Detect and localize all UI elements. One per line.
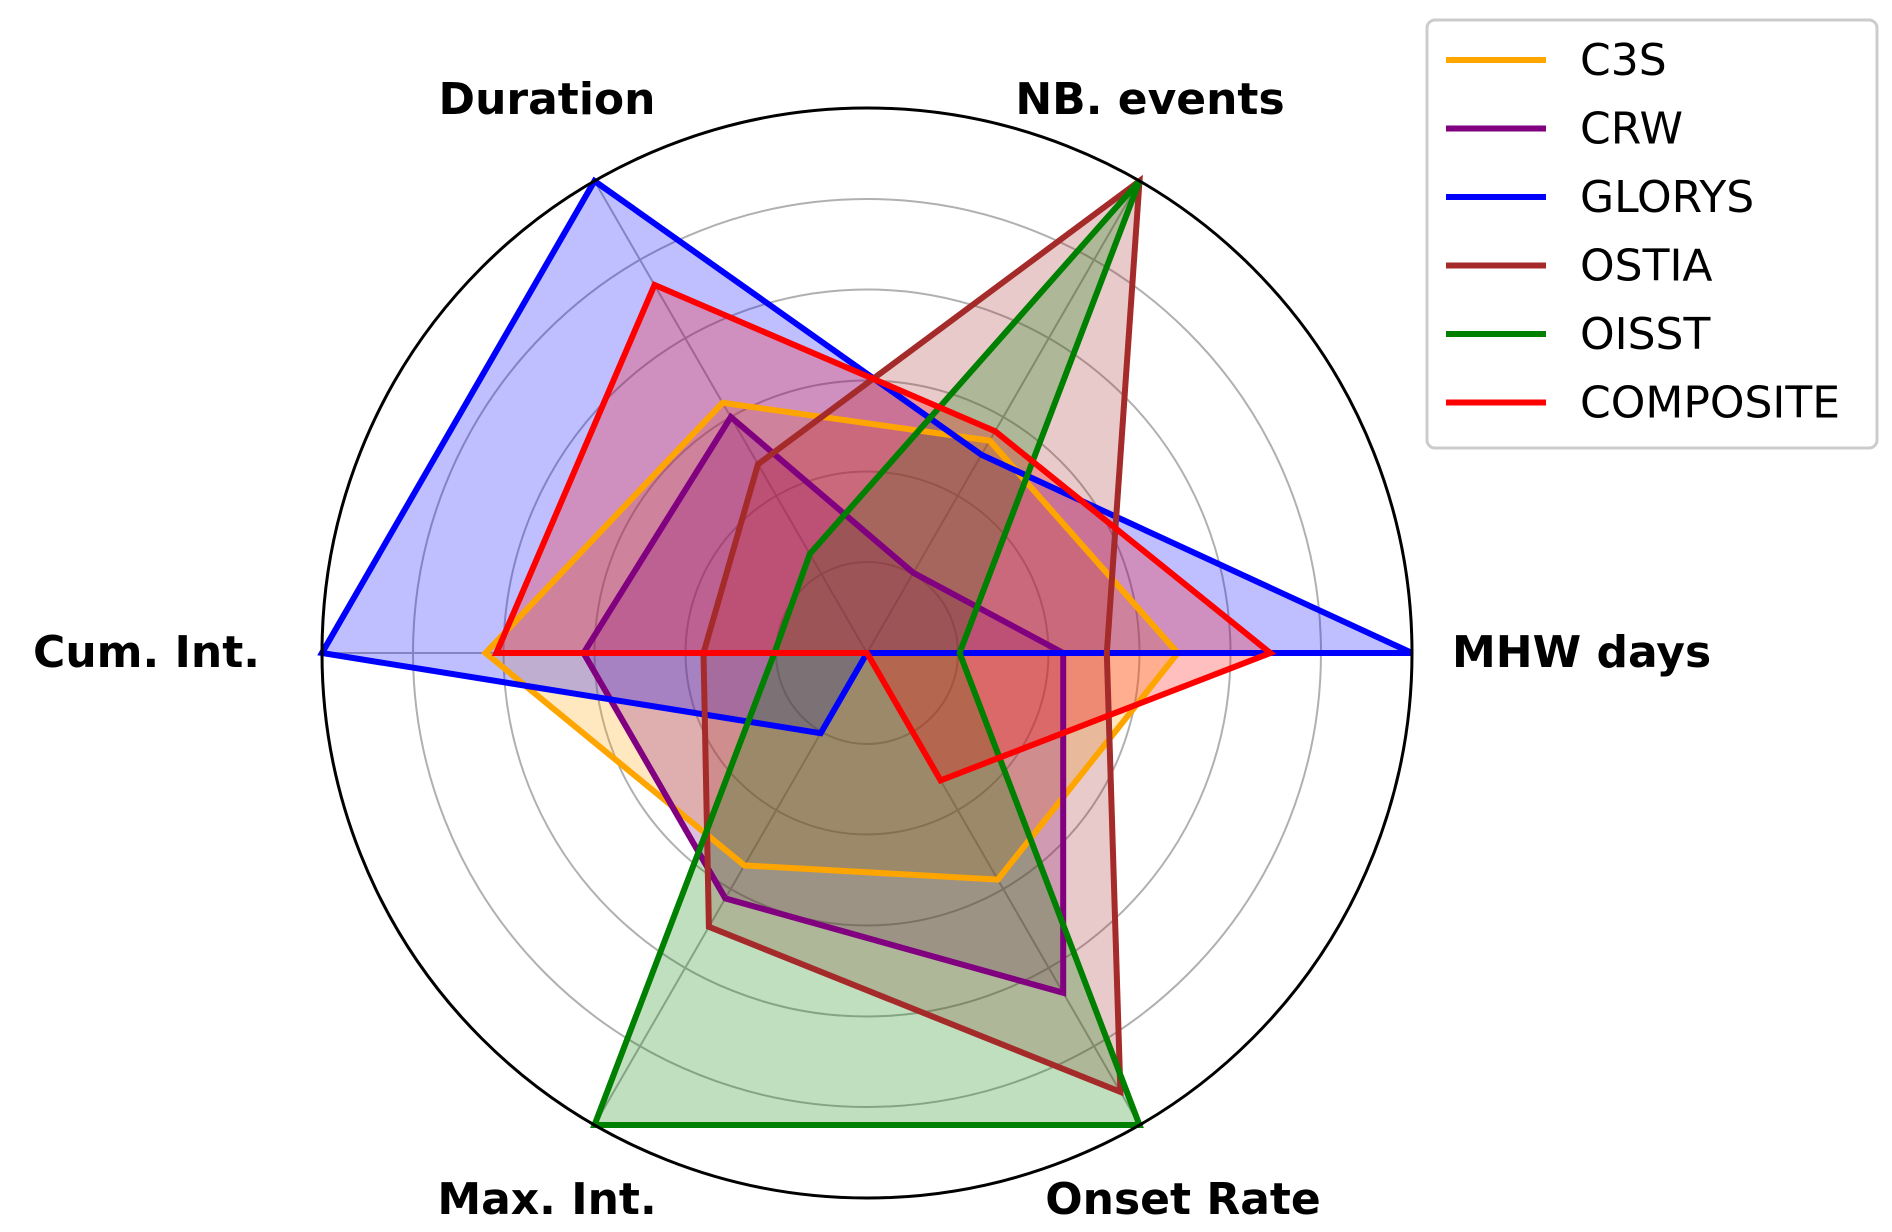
legend-label-glorys: GLORYS	[1580, 172, 1754, 223]
legend-label-oisst: OISST	[1580, 309, 1710, 360]
axis-label-4: Max. Int.	[437, 1174, 656, 1225]
axis-label-0: MHW days	[1452, 627, 1711, 678]
radar-outer-circle	[320, 106, 1414, 1200]
radar-series	[317, 174, 1414, 1128]
series-line-c3s	[481, 399, 1182, 883]
series-fill-c3s	[485, 402, 1178, 880]
legend-label-ostia: OSTIA	[1580, 241, 1713, 292]
series-line-composite	[491, 280, 1277, 785]
series-fill-glorys	[322, 181, 1412, 734]
series-fill-crw	[583, 417, 1064, 993]
legend-label-composite: COMPOSITE	[1580, 378, 1840, 429]
axis-label-2: Duration	[439, 74, 656, 125]
axis-label-3: Cum. Int.	[33, 627, 260, 678]
axis-label-5: Onset Rate	[1045, 1174, 1321, 1225]
axis-labels: MHW days NB. events Duration Cum. Int. Max. …	[33, 74, 1711, 1225]
axis-label-1: NB. events	[1015, 74, 1284, 125]
series-fill-composite	[496, 284, 1271, 781]
series-fill-ostia	[703, 181, 1140, 1092]
legend: C3S CRW GLORYS OSTIA OISST COMPOSITE	[1425, 18, 1879, 450]
legend-label-c3s: C3S	[1580, 35, 1667, 86]
legend-label-crw: CRW	[1580, 104, 1683, 155]
